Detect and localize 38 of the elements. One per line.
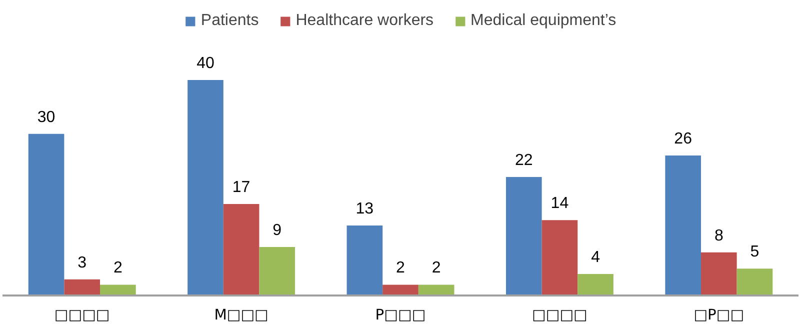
- data-label: 2: [432, 260, 441, 277]
- bar: [188, 80, 224, 296]
- x-tick-label: □□□□: [532, 306, 588, 324]
- bar: [578, 274, 614, 296]
- x-tick-label: □P□□: [694, 306, 744, 324]
- bar: [418, 284, 454, 296]
- data-label: 17: [232, 178, 250, 196]
- data-label: 40: [196, 55, 214, 72]
- bar: [665, 155, 701, 296]
- bar: [28, 134, 64, 296]
- x-tick-label: M□□□: [214, 306, 268, 324]
- bar: [100, 284, 136, 296]
- bar: [346, 225, 383, 296]
- data-label: 8: [714, 227, 724, 244]
- legend-label: Patients: [200, 12, 259, 30]
- bar: [542, 220, 578, 296]
- data-label: 2: [113, 260, 122, 277]
- data-label: 3: [78, 254, 87, 272]
- data-label: 13: [356, 200, 374, 218]
- data-label: 5: [750, 244, 760, 261]
- x-tick-label: □□□□: [54, 306, 110, 324]
- bar: [223, 204, 260, 296]
- data-label: 22: [514, 152, 533, 170]
- data-label: 9: [272, 222, 282, 240]
- bar: [259, 247, 296, 296]
- data-label: 14: [550, 195, 569, 212]
- legend-label: Healthcare workers: [296, 12, 434, 30]
- legend-label: Medical equipment’s: [470, 12, 616, 30]
- bar: [64, 279, 100, 296]
- bar: [736, 268, 773, 296]
- bar: [382, 284, 418, 296]
- data-label: 30: [37, 108, 56, 126]
- bar: [506, 177, 542, 296]
- data-label: 26: [674, 130, 692, 148]
- x-tick-label: P□□□: [375, 306, 426, 324]
- data-label: 2: [396, 260, 406, 277]
- data-label: 4: [591, 248, 600, 266]
- bar: [700, 252, 737, 296]
